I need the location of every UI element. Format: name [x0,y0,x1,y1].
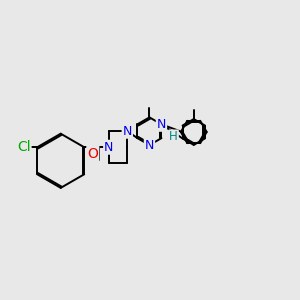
Text: Cl: Cl [17,140,31,154]
Text: N: N [157,118,166,131]
Text: H: H [169,130,178,143]
Text: N: N [145,139,154,152]
Text: O: O [87,147,98,161]
Text: N: N [104,141,113,154]
Text: N: N [123,125,132,138]
